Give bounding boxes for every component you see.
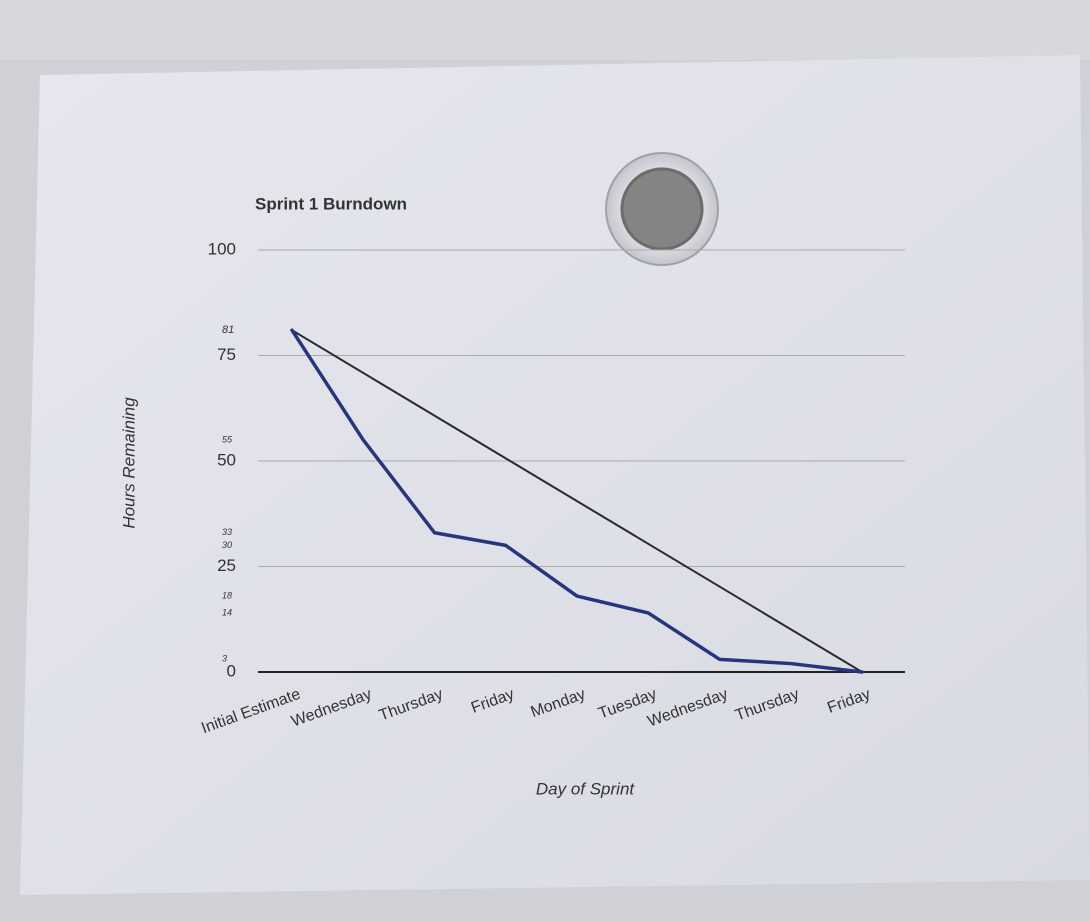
- hand-mark: 18: [222, 590, 232, 600]
- wall-top: [0, 0, 1090, 60]
- hand-mark: 30: [222, 540, 232, 550]
- series-line: [290, 328, 864, 674]
- chart-title: Sprint 1 Burndown: [255, 194, 407, 213]
- y-tick-label: 0: [227, 661, 236, 680]
- hand-mark: 81: [222, 324, 234, 336]
- paper: [20, 55, 1090, 895]
- series-line: [291, 329, 863, 673]
- hand-mark: 14: [222, 607, 232, 617]
- y-tick-label: 100: [208, 239, 236, 258]
- y-tick-label: 50: [217, 450, 236, 469]
- x-axis-label: Day of Sprint: [536, 779, 636, 798]
- hand-mark: 55: [222, 434, 233, 444]
- hand-mark: 3: [222, 654, 227, 664]
- hand-mark: 33: [222, 527, 232, 537]
- y-axis-label: Hours Remaining: [119, 397, 138, 529]
- magnet-core: [620, 167, 704, 251]
- y-tick-label: 75: [217, 345, 236, 364]
- y-tick-label: 25: [217, 556, 236, 575]
